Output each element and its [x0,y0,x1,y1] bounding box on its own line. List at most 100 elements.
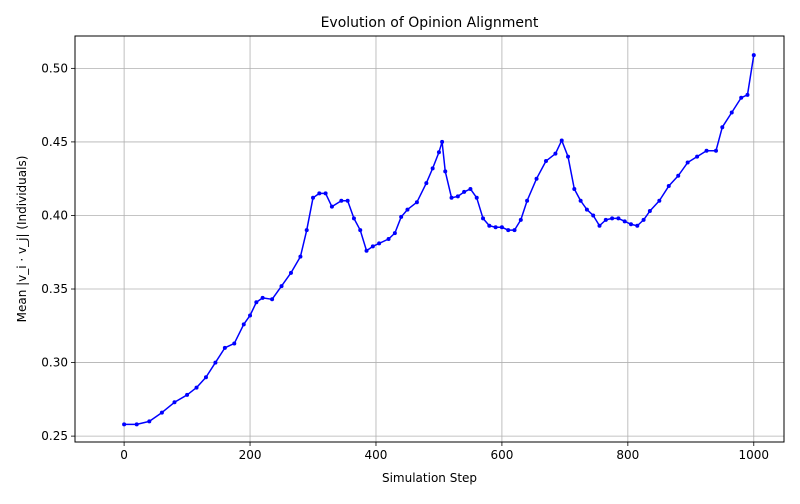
data-point [635,223,640,228]
data-point [622,219,627,224]
data-point [203,375,208,380]
data-point [647,209,652,214]
data-point [351,216,356,221]
data-point [739,95,744,100]
data-point [304,228,309,233]
data-point [414,200,419,205]
x-tick-label: 1000 [739,448,770,462]
data-point [578,198,583,203]
data-point [329,204,334,209]
data-point [405,207,410,212]
data-point [666,184,671,189]
y-tick-label: 0.30 [41,356,68,370]
plot-area-frame [74,35,785,443]
data-point [364,248,369,253]
y-tick-label: 0.25 [41,429,68,443]
data-point [487,223,492,228]
data-point [543,159,548,164]
data-point [468,186,473,191]
data-point [474,195,479,200]
data-point [751,53,756,58]
data-point [213,360,218,365]
data-point [159,410,164,415]
data-point [440,139,445,144]
data-point [685,160,690,165]
data-point [534,176,539,181]
data-point [430,166,435,171]
y-tick-label: 0.40 [41,208,68,222]
data-point [399,214,404,219]
data-point [185,392,190,397]
data-point [443,169,448,174]
data-point [493,225,498,230]
data-point [518,217,523,222]
data-point [525,198,530,203]
data-point [392,231,397,236]
data-point [512,228,517,233]
x-tick-label: 600 [490,448,513,462]
data-point [499,225,504,230]
data-point [628,222,633,227]
data-point [288,270,293,275]
y-axis-label: Mean |v_i · v_j| (Individuals) [15,156,29,323]
data-point [591,213,596,218]
data-point [566,154,571,159]
data-point [122,422,127,427]
axis-ticks: 0 200 400 600 800 1000 0.25 0.30 0.35 0.40 0.45 0.5… [41,61,769,462]
data-point [232,341,237,346]
data-point [358,228,363,233]
data-point [248,313,253,318]
data-point [254,300,259,305]
data-point [616,216,621,221]
data-point [194,385,199,390]
x-tick-label: 400 [365,448,388,462]
data-point [745,92,750,97]
data-point [172,400,177,405]
data-point [610,216,615,221]
y-tick-label: 0.35 [41,282,68,296]
data-point [676,173,681,178]
x-tick-label: 0 [120,448,128,462]
data-point [260,295,265,300]
data-point [270,297,275,302]
data-point [222,345,227,350]
data-point [481,216,486,221]
data-point [279,284,284,289]
data-point [311,195,316,200]
data-point [704,148,709,153]
y-tick-label: 0.50 [41,61,68,75]
data-point [436,150,441,155]
data-point [147,419,152,424]
data-point [603,217,608,222]
data-point [584,207,589,212]
data-point [597,223,602,228]
gridlines [75,36,784,442]
x-tick-label: 800 [616,448,639,462]
data-point [134,422,139,427]
data-point [424,181,429,186]
data-point [729,110,734,115]
data-point [377,241,382,246]
data-point [345,198,350,203]
data-point [641,217,646,222]
data-point [298,254,303,259]
data-point [559,138,564,143]
data-point [386,237,391,241]
data-point [462,189,467,194]
data-point [241,322,246,327]
data-point [506,228,511,233]
y-tick-label: 0.45 [41,135,68,149]
data-point [455,194,460,199]
data-point [323,191,328,196]
data-point [695,154,700,159]
data-point [657,198,662,203]
data-point [339,198,344,203]
data-point [317,191,322,196]
data-point [572,186,577,191]
data-point [720,125,725,130]
x-axis-label: Simulation Step [382,471,477,485]
x-tick-label: 200 [239,448,262,462]
data-point [370,244,375,249]
